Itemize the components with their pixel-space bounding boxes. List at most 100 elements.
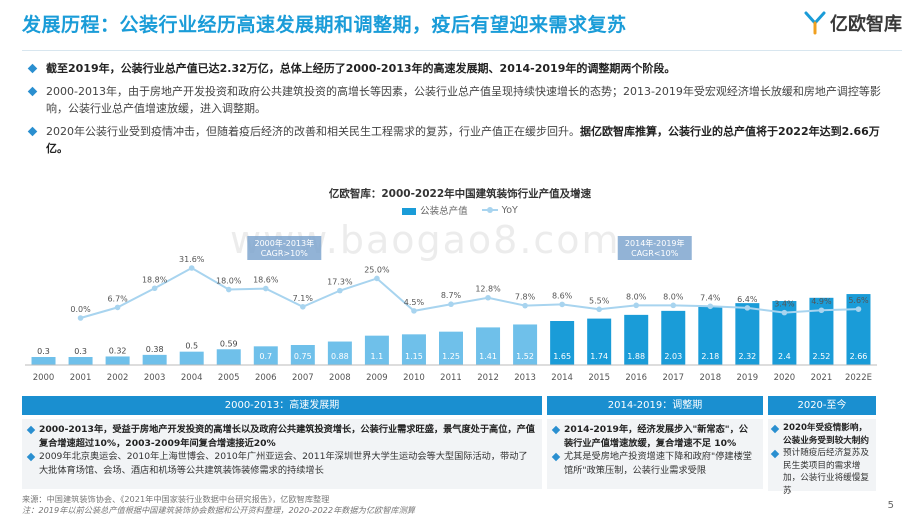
x-tick-label: 2012 — [477, 373, 499, 383]
bar-value-label: 2.66 — [850, 352, 868, 361]
legend-item-line: YoY — [481, 204, 518, 216]
bar — [550, 321, 575, 365]
chart-legend: 公装总产值 YoY — [0, 203, 920, 217]
chart-title: 亿欧智库：2000-2022年中国建筑装饰行业产值及增速 — [328, 188, 592, 200]
annotation-box — [247, 236, 322, 260]
bullet-text: 2020年公装行业受到疫情冲击，但随着疫后经济的改善和相关民生工程需求的复苏，行… — [46, 125, 580, 138]
yoy-value-label: 5.6% — [848, 296, 869, 305]
bar — [735, 303, 760, 365]
summary-bullet: 2000-2013年，由于房地产开发投资和政府公共建筑投资的高增长等因素，公装行… — [27, 83, 898, 117]
x-tick-label: 2004 — [181, 373, 203, 383]
bullet-bold-text: 截至2019年，公装行业总产值已达2.32万亿，总体上经历了2000-2013年… — [46, 62, 676, 75]
x-tick-label: 2002 — [107, 373, 129, 383]
period-label-2: 2014-2019：调整期 — [547, 396, 763, 415]
yoy-point — [448, 301, 454, 308]
bar-value-label: 2.4 — [778, 352, 791, 361]
bar-value-label: 2.52 — [813, 352, 831, 361]
yoy-value-label: 3.4% — [774, 300, 795, 309]
period-item: 预计随疫后经济复苏及民生类项目的需求增加，公装行业将缓慢复苏 — [770, 447, 872, 497]
annotation-box — [617, 236, 692, 260]
x-tick-label: 2009 — [366, 373, 388, 383]
yoy-point — [300, 303, 306, 310]
bar — [68, 357, 93, 365]
x-tick-label: 2014 — [551, 373, 573, 383]
period-item: 2009年北京奥运会、2010年上海世博会、2010年广州亚运会、2011年深圳… — [26, 450, 536, 477]
summary-bullet: 2020年公装行业受到疫情冲击，但随着疫后经济的改善和相关民生工程需求的复苏，行… — [27, 123, 898, 157]
x-tick-label: 2003 — [144, 373, 166, 383]
bar — [476, 327, 501, 365]
bar — [698, 306, 723, 365]
yoy-line — [80, 266, 859, 319]
yoy-value-label: 4.9% — [811, 297, 832, 306]
source-line: 来源：中国建筑装饰协会、《2021年中国家装行业数据中台研究报告》，亿欧智库整理 — [22, 494, 330, 504]
yoy-point — [262, 285, 269, 292]
yoy-value-label: 6.7% — [107, 294, 128, 303]
x-tick-label: 2006 — [255, 373, 277, 383]
yoy-value-label: 6.4% — [737, 295, 758, 304]
x-tick-label: 2000 — [33, 373, 55, 383]
yoy-point — [707, 303, 714, 310]
yoy-value-label: 0.0% — [70, 305, 91, 314]
yoy-value-label: 7.4% — [700, 293, 721, 302]
yoy-value-label: 31.6% — [179, 255, 205, 264]
yoy-value-label: 25.0% — [364, 265, 390, 274]
x-tick-label: 2020 — [774, 373, 796, 383]
yoy-value-label: 18.0% — [216, 277, 242, 286]
yoy-point — [596, 306, 602, 313]
period-label-3: 2020-至今 — [768, 396, 876, 415]
period-item: 2020年受疫情影响，公装业务受到较大制约 — [770, 422, 872, 447]
yoy-value-label: 8.0% — [626, 292, 647, 301]
note-line: 注：2019年以前公装总产值根据中国建筑装饰协会数据和公开资料整理，2020-2… — [22, 505, 415, 516]
period-detail-1: 2000-2013年，受益于房地产开发投资的高增长以及政府公共建筑投资增长，公装… — [22, 419, 542, 489]
yoy-value-label: 8.0% — [663, 292, 684, 301]
bar — [105, 356, 130, 365]
yoy-point — [522, 302, 528, 309]
bar — [327, 341, 352, 365]
bar-value-label: 0.3 — [37, 347, 50, 356]
yoy-point — [77, 315, 84, 321]
bar-value-label: 1.52 — [516, 352, 534, 361]
yoy-point — [781, 309, 788, 316]
bar-value-label: 2.18 — [701, 352, 719, 361]
period-item-text: 2009年北京奥运会、2010年上海世博会、2010年广州亚运会、2011年深圳… — [39, 451, 528, 476]
bar — [624, 314, 649, 365]
legend-line-label: YoY — [501, 204, 518, 216]
period-item-text: 预计随疫后经济复苏及民生类项目的需求增加，公装行业将缓慢复苏 — [783, 448, 869, 496]
legend-line-swatch — [481, 206, 498, 214]
diamond-bullet-icon — [770, 449, 780, 459]
yoy-point — [818, 307, 825, 314]
yoy-value-label: 4.5% — [404, 298, 425, 307]
diamond-bullet-icon — [26, 452, 36, 462]
period-item-text: 2014-2019年，经济发展步入"新常态"，公装行业产值增速放缓，复合增速不足… — [564, 424, 748, 449]
bar-value-label: 0.3 — [74, 347, 87, 356]
bar-value-label: 0.7 — [259, 352, 272, 361]
bullet-bold-text: 据亿欧智库推算，公装行业的总产值将于2022年达到2.66万亿。 — [46, 125, 880, 155]
logo-text: 亿欧智库 — [830, 14, 902, 35]
bar — [31, 357, 56, 365]
bar-value-label: 0.88 — [331, 352, 349, 361]
x-tick-label: 2007 — [292, 373, 314, 383]
bar — [513, 324, 538, 365]
yoy-value-label: 8.6% — [552, 291, 573, 300]
bar-value-label: 0.32 — [109, 346, 127, 355]
yoy-point — [633, 302, 640, 309]
legend-item-bar: 公装总产值 — [402, 203, 468, 217]
summary-bullets: 截至2019年，公装行业总产值已达2.32万亿，总体上经历了2000-2013年… — [27, 60, 898, 163]
yoy-value-label: 17.3% — [327, 278, 353, 287]
bar-value-label: 1.1 — [371, 352, 384, 361]
yoy-point — [485, 294, 491, 301]
annotation-text: 2014年-2019年 — [625, 238, 685, 248]
bar — [846, 294, 871, 365]
x-tick-label: 2015 — [588, 373, 610, 383]
x-tick-label: 2019 — [737, 373, 759, 383]
bar — [587, 318, 612, 365]
x-tick-label: 2013 — [514, 373, 536, 383]
annotation-text: CAGR<10% — [631, 249, 679, 258]
bar-value-label: 1.88 — [627, 352, 645, 361]
bar-value-label: 0.75 — [294, 352, 312, 361]
yoy-point — [188, 265, 195, 271]
yoy-point — [744, 305, 751, 311]
annotation-text: 2000年-2013年 — [254, 238, 314, 248]
x-tick-label: 2017 — [662, 373, 684, 383]
